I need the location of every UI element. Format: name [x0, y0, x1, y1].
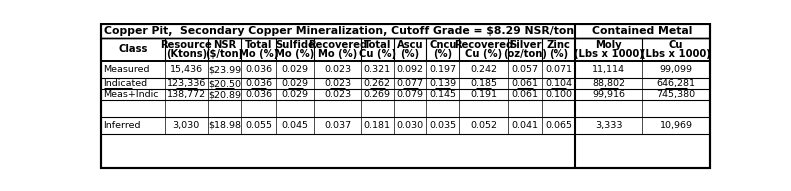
Text: 0.029: 0.029 — [282, 79, 308, 88]
Text: 0.023: 0.023 — [324, 90, 351, 99]
Text: 0.104: 0.104 — [545, 79, 572, 88]
Text: 3,333: 3,333 — [595, 121, 623, 130]
Text: 0.100: 0.100 — [545, 90, 572, 99]
Text: 10,969: 10,969 — [660, 121, 692, 130]
Text: Class: Class — [119, 45, 148, 54]
Text: Silver: Silver — [509, 40, 541, 50]
Text: Cu (%): Cu (%) — [465, 49, 502, 59]
Text: 0.030: 0.030 — [396, 121, 424, 130]
Text: 0.197: 0.197 — [430, 65, 456, 74]
Text: 88,802: 88,802 — [592, 79, 625, 88]
Text: 0.092: 0.092 — [396, 65, 423, 74]
Text: 0.269: 0.269 — [364, 90, 391, 99]
Text: 123,336: 123,336 — [167, 79, 206, 88]
Text: 0.029: 0.029 — [282, 90, 308, 99]
Text: 11,114: 11,114 — [592, 65, 625, 74]
Text: Mo (%): Mo (%) — [275, 49, 315, 59]
Text: 99,916: 99,916 — [592, 90, 625, 99]
Text: Contained Metal: Contained Metal — [592, 26, 692, 36]
Text: (%): (%) — [549, 49, 568, 59]
Text: 0.023: 0.023 — [324, 65, 351, 74]
Text: 138,772: 138,772 — [167, 90, 206, 99]
Text: 0.262: 0.262 — [364, 79, 391, 88]
Text: 646,281: 646,281 — [657, 79, 695, 88]
Text: 3,030: 3,030 — [172, 121, 200, 130]
Text: 0.023: 0.023 — [324, 79, 351, 88]
Text: 0.061: 0.061 — [512, 79, 539, 88]
Text: 0.061: 0.061 — [512, 90, 539, 99]
Text: (%): (%) — [433, 49, 452, 59]
Text: 0.052: 0.052 — [470, 121, 497, 130]
Text: Indicated: Indicated — [104, 79, 148, 88]
Text: 0.185: 0.185 — [470, 79, 497, 88]
Text: Recovered: Recovered — [308, 40, 367, 50]
Text: 0.079: 0.079 — [396, 90, 423, 99]
Text: 0.139: 0.139 — [430, 79, 456, 88]
Text: Cncu: Cncu — [429, 40, 456, 50]
Text: 0.035: 0.035 — [430, 121, 456, 130]
Text: 0.065: 0.065 — [545, 121, 572, 130]
Text: 0.036: 0.036 — [245, 65, 272, 74]
Text: 0.029: 0.029 — [282, 65, 308, 74]
Text: Moly: Moly — [596, 40, 622, 50]
Text: 0.191: 0.191 — [470, 90, 497, 99]
Text: Resource: Resource — [161, 40, 212, 50]
Text: 0.077: 0.077 — [396, 79, 423, 88]
Text: Recovered: Recovered — [454, 40, 513, 50]
Text: Mo (%): Mo (%) — [318, 49, 358, 59]
Text: 0.055: 0.055 — [245, 121, 272, 130]
Text: (Ktons): (Ktons) — [165, 49, 206, 59]
Text: $23.99: $23.99 — [208, 65, 241, 74]
Text: Sulfide: Sulfide — [275, 40, 315, 50]
Text: NSR: NSR — [213, 40, 237, 50]
Text: (%): (%) — [400, 49, 419, 59]
Text: Total: Total — [245, 40, 272, 50]
Text: 0.045: 0.045 — [282, 121, 308, 130]
Text: 0.181: 0.181 — [364, 121, 391, 130]
Text: Copper Pit,  Secondary Copper Mineralization, Cutoff Grade = $8.29 NSR/ton: Copper Pit, Secondary Copper Mineralizat… — [104, 26, 574, 36]
Text: 0.037: 0.037 — [324, 121, 351, 130]
Text: 0.321: 0.321 — [364, 65, 391, 74]
Text: Mo (%): Mo (%) — [239, 49, 278, 59]
Text: Measured: Measured — [104, 65, 150, 74]
Text: 0.036: 0.036 — [245, 79, 272, 88]
Text: Cu (%): Cu (%) — [359, 49, 396, 59]
Text: $20.89: $20.89 — [208, 90, 241, 99]
Text: (Lbs x 1000): (Lbs x 1000) — [641, 49, 711, 59]
Text: Ascu: Ascu — [397, 40, 423, 50]
Text: (oz/ton): (oz/ton) — [503, 49, 547, 59]
Text: Inferred: Inferred — [104, 121, 141, 130]
Text: (Lbs x 1000): (Lbs x 1000) — [573, 49, 644, 59]
Text: 0.036: 0.036 — [245, 90, 272, 99]
Text: 15,436: 15,436 — [170, 65, 202, 74]
Text: ($/ton): ($/ton) — [206, 49, 244, 59]
Text: $20.50: $20.50 — [208, 79, 241, 88]
Text: $18.98: $18.98 — [208, 121, 241, 130]
Text: 745,380: 745,380 — [657, 90, 695, 99]
Text: 0.041: 0.041 — [512, 121, 539, 130]
Text: 99,099: 99,099 — [660, 65, 692, 74]
Text: Total: Total — [364, 40, 391, 50]
Text: 0.145: 0.145 — [430, 90, 456, 99]
Text: 0.057: 0.057 — [512, 65, 539, 74]
Text: 0.242: 0.242 — [470, 65, 497, 74]
Text: Zinc: Zinc — [547, 40, 570, 50]
Text: 0.071: 0.071 — [545, 65, 572, 74]
Text: Meas+Indic: Meas+Indic — [104, 90, 159, 99]
Text: Cu: Cu — [668, 40, 683, 50]
